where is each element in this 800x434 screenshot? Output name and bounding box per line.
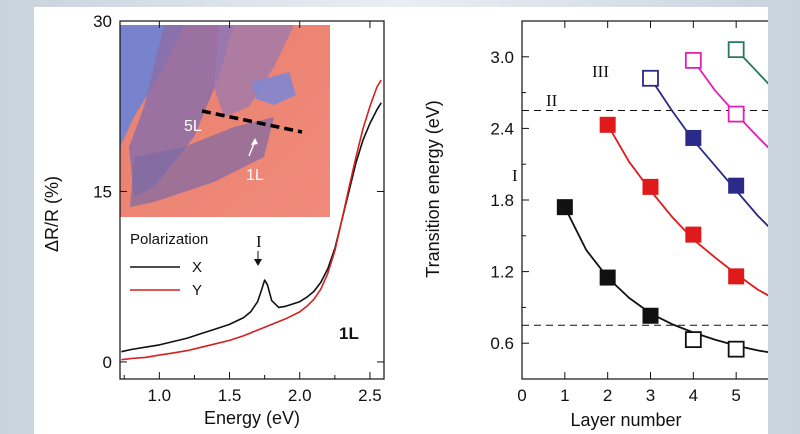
left-y-tick-label: 30 xyxy=(93,12,112,31)
data-point-v xyxy=(727,41,745,59)
left-x-tick-label: 1.0 xyxy=(147,386,171,405)
left-axes: 1.0 1.5 2.0 2.5 0 15 30 xyxy=(93,12,385,405)
left-y-tick-label: 15 xyxy=(93,182,112,201)
right-y-tick-label: 0.6 xyxy=(490,334,514,353)
data-point-ii xyxy=(685,226,702,243)
left-x-tick-label: 2.0 xyxy=(288,386,312,405)
data-point-iii xyxy=(685,129,702,146)
left-x-tick-label: 2.5 xyxy=(358,386,382,405)
right-y-tick-label: 2.4 xyxy=(490,119,514,138)
left-curves xyxy=(121,79,382,361)
right-axes: 01234560.61.21.82.43.0 xyxy=(490,20,768,405)
right-x-tick-label: 5 xyxy=(731,386,740,405)
data-point-ii xyxy=(599,116,616,133)
peak-label-I: I xyxy=(256,232,262,251)
series-line-y xyxy=(121,79,382,361)
legend-label-x: X xyxy=(192,259,202,276)
figure: 5L 1L 1.0 1.5 2.0 2.5 0 15 30 Polarization X Y… xyxy=(34,7,768,434)
series-label-III: III xyxy=(592,62,609,81)
data-point-iii xyxy=(728,177,745,194)
data-point-i xyxy=(556,199,573,216)
legend: Polarization X Y xyxy=(130,231,208,299)
left-x-tick-label: 1.5 xyxy=(218,386,242,405)
right-y-tick-label: 1.8 xyxy=(490,191,514,210)
left-x-axis-title: Energy (eV) xyxy=(204,408,300,428)
right-x-tick-label: 3 xyxy=(646,386,655,405)
right-y-axis-title: Transition energy (eV) xyxy=(423,100,443,277)
right-x-tick-label: 1 xyxy=(560,386,569,405)
data-point-iii xyxy=(642,69,659,87)
legend-label-y: Y xyxy=(192,282,202,299)
right-x-tick-label: 4 xyxy=(689,386,698,405)
peak-arrowhead xyxy=(254,259,262,266)
inset-label-5L: 5L xyxy=(184,118,202,135)
left-y-axis-title: ΔR/R (%) xyxy=(42,176,62,252)
data-point-ii xyxy=(728,268,745,285)
data-point-i xyxy=(727,340,745,358)
sample-label-1L: 1L xyxy=(339,324,359,343)
data-point-iv xyxy=(684,51,702,69)
fit-curve-iii xyxy=(649,77,768,228)
right-x-tick-label: 2 xyxy=(603,386,612,405)
data-point-ii xyxy=(642,178,659,195)
series-label-I: I xyxy=(512,166,518,185)
legend-title: Polarization xyxy=(130,231,208,248)
inset-cut-line xyxy=(201,109,303,134)
right-y-tick-label: 3.0 xyxy=(490,48,514,67)
data-point-i xyxy=(599,269,616,286)
data-point-iv xyxy=(727,105,745,123)
right-y-tick-label: 1.2 xyxy=(490,263,514,282)
series-label-II: II xyxy=(546,91,558,110)
data-point-i xyxy=(642,307,659,324)
right-series xyxy=(556,41,768,358)
right-x-axis-title: Layer number xyxy=(570,410,681,430)
right-x-tick-label: 0 xyxy=(517,386,526,405)
inset-label-1L: 1L xyxy=(246,167,264,184)
left-plot-frame xyxy=(119,20,385,380)
inset-photo: 5L 1L xyxy=(120,25,330,217)
data-point-i xyxy=(684,331,702,349)
left-y-tick-label: 0 xyxy=(103,353,112,372)
